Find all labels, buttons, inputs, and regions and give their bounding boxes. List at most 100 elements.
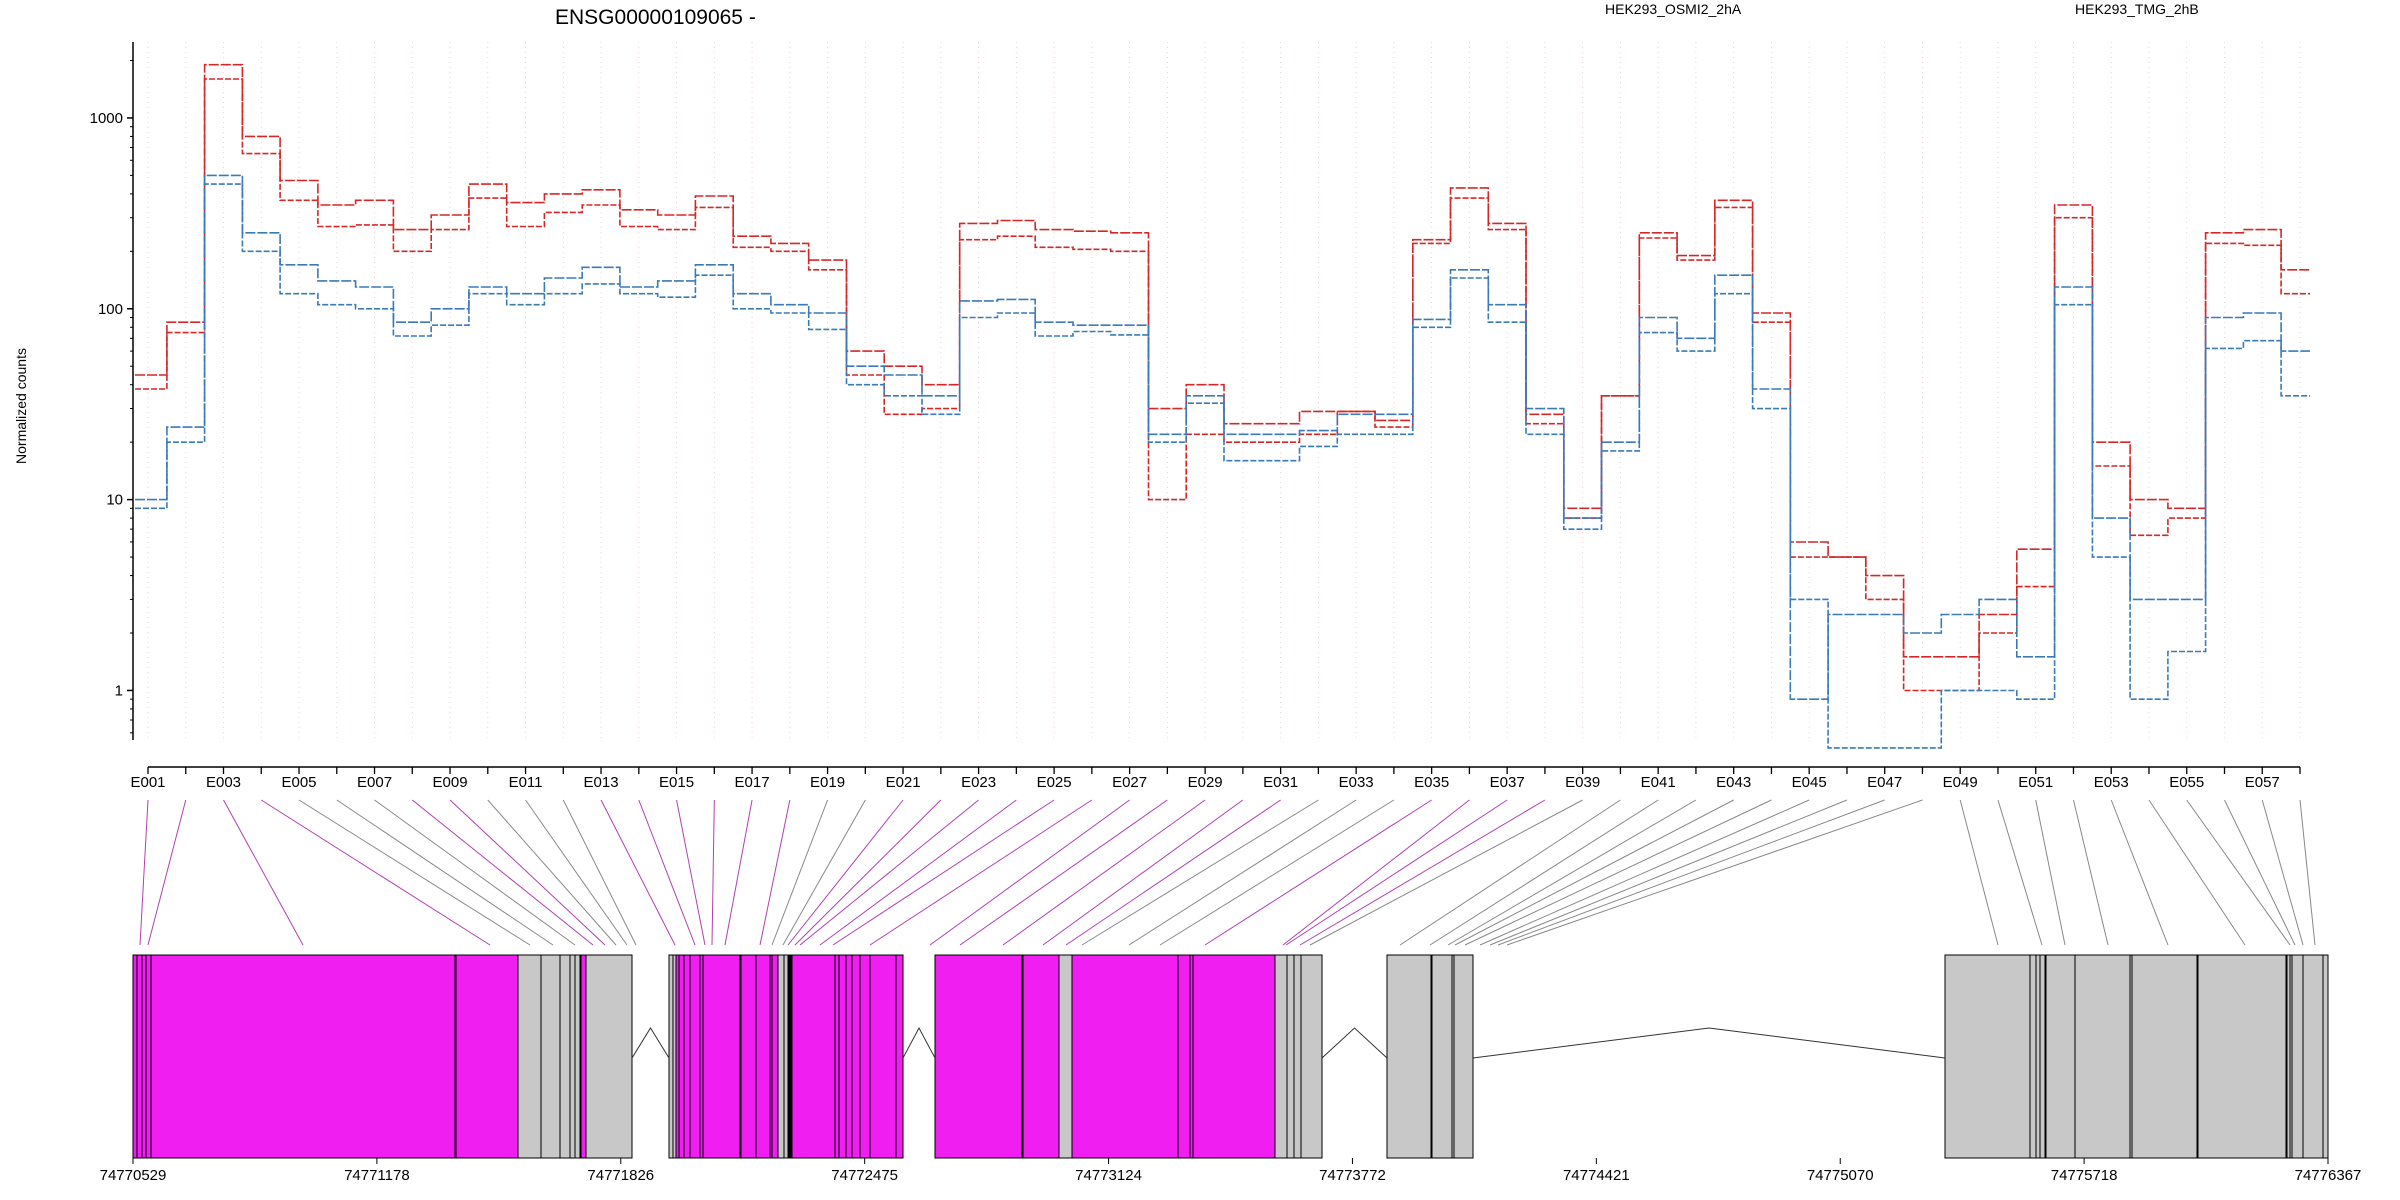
exon-connector	[600, 799, 676, 946]
series-line	[135, 183, 2310, 749]
exon-connector	[1299, 799, 1546, 946]
exon-connector	[1309, 799, 1583, 946]
genomic-tick-label: 74775070	[1807, 1167, 1874, 1184]
x-tick-label: E047	[1867, 774, 1902, 791]
exon-connector	[1282, 799, 1470, 946]
genomic-tick-label: 74770529	[100, 1167, 167, 1184]
gene-segment	[1021, 954, 1024, 1159]
x-tick-label: E011	[509, 774, 543, 791]
exon-connector	[794, 799, 942, 946]
x-tick-label: E019	[810, 774, 845, 791]
x-tick-label: E033	[1339, 774, 1374, 791]
exon-connector	[787, 799, 904, 946]
genomic-tick-label: 74772475	[831, 1167, 898, 1184]
x-tick-label: E031	[1263, 774, 1298, 791]
gene-segment	[834, 954, 853, 1159]
x-tick-label: E015	[659, 774, 694, 791]
genomic-coordinate-axis: 74770529 74771178 74771826 74772475 74773124…	[100, 1158, 2362, 1184]
gene-segment	[1453, 954, 1474, 1159]
y-tick-label: 1000	[90, 110, 123, 127]
exon-connector	[139, 799, 149, 946]
gene-segment	[150, 954, 457, 1159]
exon-connector	[2186, 799, 2291, 946]
x-tick-label: E027	[1112, 774, 1147, 791]
exon-connector	[1479, 799, 1810, 946]
x-tick-label: E025	[1037, 774, 1072, 791]
exon-connector	[799, 799, 979, 946]
y-tick-label: 100	[98, 301, 123, 318]
x-tick-label: E053	[2094, 774, 2129, 791]
gene-segment	[851, 954, 871, 1159]
intron-connector	[1472, 1027, 1946, 1059]
gene-segment	[2129, 954, 2199, 1159]
gene-segment	[2074, 954, 2131, 1159]
exon-connector	[869, 799, 1093, 946]
x-tick-label: E037	[1490, 774, 1525, 791]
intron-connector	[1321, 1027, 1388, 1059]
exon-connector	[1454, 799, 1734, 946]
x-tick-label: E009	[433, 774, 468, 791]
gene-segment	[1274, 954, 1302, 1159]
gene-segment	[2291, 954, 2304, 1159]
gene-segment	[934, 954, 1023, 1159]
x-tick-label: E029	[1188, 774, 1223, 791]
series-lines	[135, 63, 2310, 749]
genomic-tick-label: 74773124	[1075, 1167, 1142, 1184]
gene-segment	[1430, 954, 1455, 1159]
gene-segment	[1192, 954, 1276, 1159]
gene-segment	[2197, 954, 2287, 1159]
exon-connector	[1997, 799, 2043, 946]
genomic-tick-label: 74773772	[1319, 1167, 1386, 1184]
genomic-tick-label: 74776367	[2295, 1167, 2362, 1184]
x-tick-label: E045	[1792, 774, 1827, 791]
gene-segment	[455, 954, 519, 1159]
x-tick-label: E005	[281, 774, 316, 791]
gene-segment	[2302, 954, 2324, 1159]
x-tick-label: E021	[886, 774, 921, 791]
exon-connector	[759, 799, 791, 946]
gene-segment	[1058, 954, 1073, 1159]
exon-connector	[2299, 799, 2316, 946]
exon-connector	[1042, 799, 1244, 946]
gene-segment	[540, 954, 571, 1159]
x-tick-label: E001	[130, 774, 165, 791]
exon-connector	[676, 799, 706, 946]
gene-segment	[755, 954, 771, 1159]
gene-segment	[702, 954, 741, 1159]
exon-connector	[525, 799, 628, 946]
exon-connectors	[139, 799, 2316, 946]
x-tick-label: E043	[1716, 774, 1751, 791]
exon-connector	[2224, 799, 2296, 946]
exon-connector	[638, 799, 696, 946]
exon-connector	[449, 799, 606, 946]
exon-connector	[1506, 799, 1923, 946]
exon-connector	[1429, 799, 1659, 946]
x-axis: E001 E003 E005 E007 E009 E011 E013 E015 E017 E019…	[130, 766, 2301, 791]
exon-connector	[298, 799, 531, 946]
exon-connector	[2035, 799, 2066, 946]
exon-connector	[1464, 799, 1772, 946]
gene-model	[132, 954, 2329, 1159]
legend-entry-osmi2: HEK293_OSMI2_2hA	[1605, 1, 1742, 17]
gene-segment	[585, 954, 633, 1159]
gene-segment	[1300, 954, 1323, 1159]
exon-connector	[2110, 799, 2169, 946]
exon-connector	[1081, 799, 1319, 946]
gene-segment	[2044, 954, 2076, 1159]
gene-segment	[2322, 954, 2329, 1159]
exon-connector	[223, 799, 304, 946]
x-tick-label: E035	[1414, 774, 1449, 791]
exon-connector	[724, 799, 753, 946]
exon-connector	[1285, 799, 1508, 946]
exon-connector	[1399, 799, 1621, 946]
series-line	[135, 174, 2310, 700]
x-tick-label: E023	[961, 774, 996, 791]
series-line	[135, 63, 2310, 658]
gene-segment	[517, 954, 542, 1159]
x-tick-label: E039	[1565, 774, 1600, 791]
exon-connector	[1065, 799, 1281, 946]
exon-connector	[1159, 799, 1395, 946]
x-tick-label: E057	[2245, 774, 2280, 791]
gene-segment	[1944, 954, 2031, 1159]
